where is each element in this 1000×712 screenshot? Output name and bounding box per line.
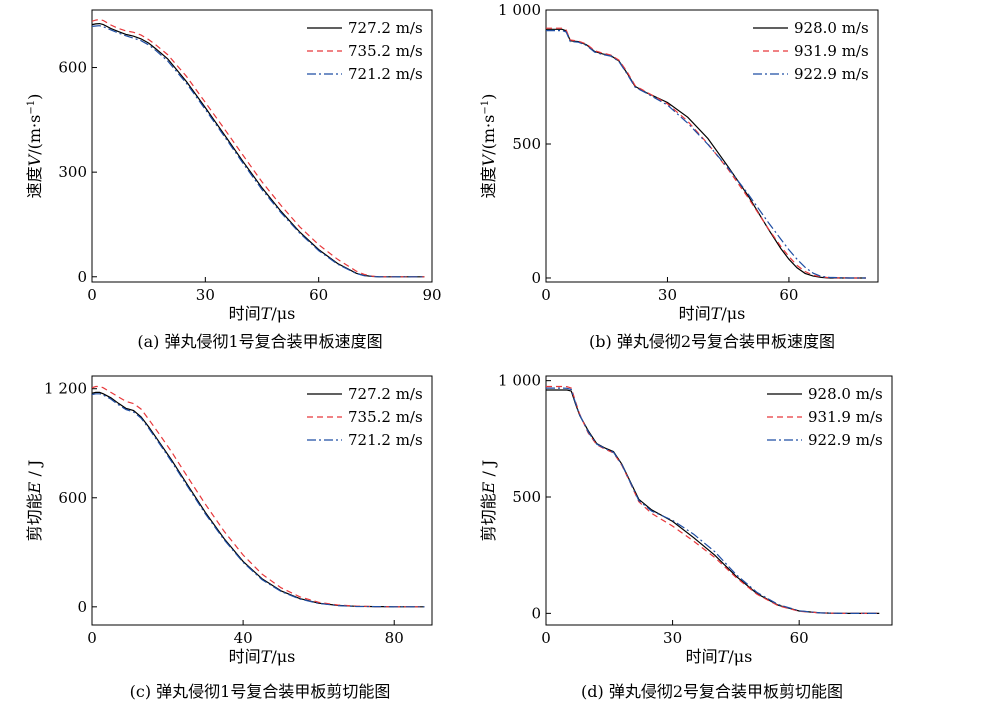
y-axis-label: 剪切能E / J [479, 460, 498, 542]
legend-entry: 922.9 m/s [794, 65, 869, 83]
legend-entry: 928.0 m/s [794, 19, 869, 37]
legend-entry: 721.2 m/s [348, 431, 423, 449]
x-axis-label: 时间T/μs [686, 647, 753, 666]
x-tick-label: 0 [87, 286, 97, 304]
y-tick-label: 500 [512, 135, 541, 153]
plot-frame [91, 9, 433, 283]
plot-frame [545, 9, 879, 283]
series-line-2 [546, 385, 880, 615]
panel-caption: (b) 弹丸侵彻2号复合装甲板速度图 [589, 332, 835, 351]
x-tick-label: 80 [385, 629, 404, 647]
series-line-1 [92, 22, 425, 278]
x-axis-label: 时间T/μs [229, 304, 296, 323]
legend: 727.2 m/s 735.2 m/s 721.2 m/s [307, 19, 423, 83]
chart-panel-3: 0 40 80 0 600 1 200 时间T/μs 剪切能E / J (c) 弹丸侵彻1号复合… [25, 375, 433, 701]
plot-frame [91, 375, 433, 626]
x-tick-label: 60 [790, 629, 809, 647]
legend-entry: 928.0 m/s [808, 385, 883, 403]
series-line-1 [546, 28, 866, 279]
series-line-3 [92, 25, 425, 278]
legend: 727.2 m/s 735.2 m/s 721.2 m/s [307, 385, 423, 449]
series-line-3 [546, 30, 866, 279]
y-axis-label: 速度V/(m·s−1) [25, 94, 44, 199]
x-tick-label: 30 [196, 286, 215, 304]
panel-caption: (a) 弹丸侵彻1号复合装甲板速度图 [137, 332, 382, 351]
x-tick-label: 30 [658, 286, 677, 304]
series-line-2 [92, 385, 425, 608]
plot-frame [545, 375, 893, 626]
panel-caption: (d) 弹丸侵彻2号复合装甲板剪切能图 [581, 682, 843, 701]
y-tick-label: 1 200 [44, 380, 87, 398]
legend-entry: 735.2 m/s [348, 42, 423, 60]
x-tick-label: 60 [779, 286, 798, 304]
y-tick-label: 600 [58, 59, 87, 77]
y-axis-label: 剪切能E / J [25, 460, 44, 542]
chart-panel-4: 0 30 60 0 500 1 000 时间T/μs 剪切能E / J (d) 弹丸侵彻2号复合… [479, 372, 893, 701]
legend-entry: 727.2 m/s [348, 385, 423, 403]
legend-entry: 931.9 m/s [808, 408, 883, 426]
y-tick-label: 500 [512, 488, 541, 506]
y-tick-label: 0 [77, 268, 87, 286]
x-axis-label: 时间T/μs [229, 647, 296, 666]
series-line-2 [92, 18, 425, 278]
x-tick-label: 60 [309, 286, 328, 304]
legend: 928.0 m/s 931.9 m/s 922.9 m/s [767, 385, 883, 449]
x-tick-label: 30 [663, 629, 682, 647]
legend-entry: 727.2 m/s [348, 19, 423, 37]
x-axis-label: 时间T/μs [679, 304, 746, 323]
y-tick-label: 0 [531, 269, 541, 287]
chart-panel-1: 0 30 60 90 0 300 600 时间T/μs 速度V/(m·s−1) (a) 弹丸侵彻1… [25, 9, 442, 351]
x-tick-label: 90 [422, 286, 441, 304]
series-line-2 [546, 27, 866, 279]
series-line-3 [546, 387, 880, 615]
y-tick-label: 600 [58, 489, 87, 507]
x-tick-label: 0 [541, 629, 551, 647]
legend-entry: 735.2 m/s [348, 408, 423, 426]
x-tick-label: 40 [234, 629, 253, 647]
panel-caption: (c) 弹丸侵彻1号复合装甲板剪切能图 [130, 682, 391, 701]
y-tick-label: 0 [77, 598, 87, 616]
legend-entry: 721.2 m/s [348, 65, 423, 83]
y-tick-label: 0 [531, 604, 541, 622]
legend: 928.0 m/s 931.9 m/s 922.9 m/s [753, 19, 869, 83]
chart-panel-2: 0 30 60 0 500 1 000 时间T/μs 速度V/(m·s−1) (b) 弹丸侵彻2… [479, 1, 879, 351]
x-tick-label: 0 [541, 286, 551, 304]
series-line-3 [92, 393, 425, 608]
legend-entry: 922.9 m/s [808, 431, 883, 449]
x-tick-label: 0 [87, 629, 97, 647]
y-tick-label: 1 000 [498, 1, 541, 19]
y-tick-label: 300 [58, 163, 87, 181]
legend-entry: 931.9 m/s [794, 42, 869, 60]
y-tick-label: 1 000 [498, 372, 541, 390]
y-axis-label: 速度V/(m·s−1) [479, 94, 498, 199]
